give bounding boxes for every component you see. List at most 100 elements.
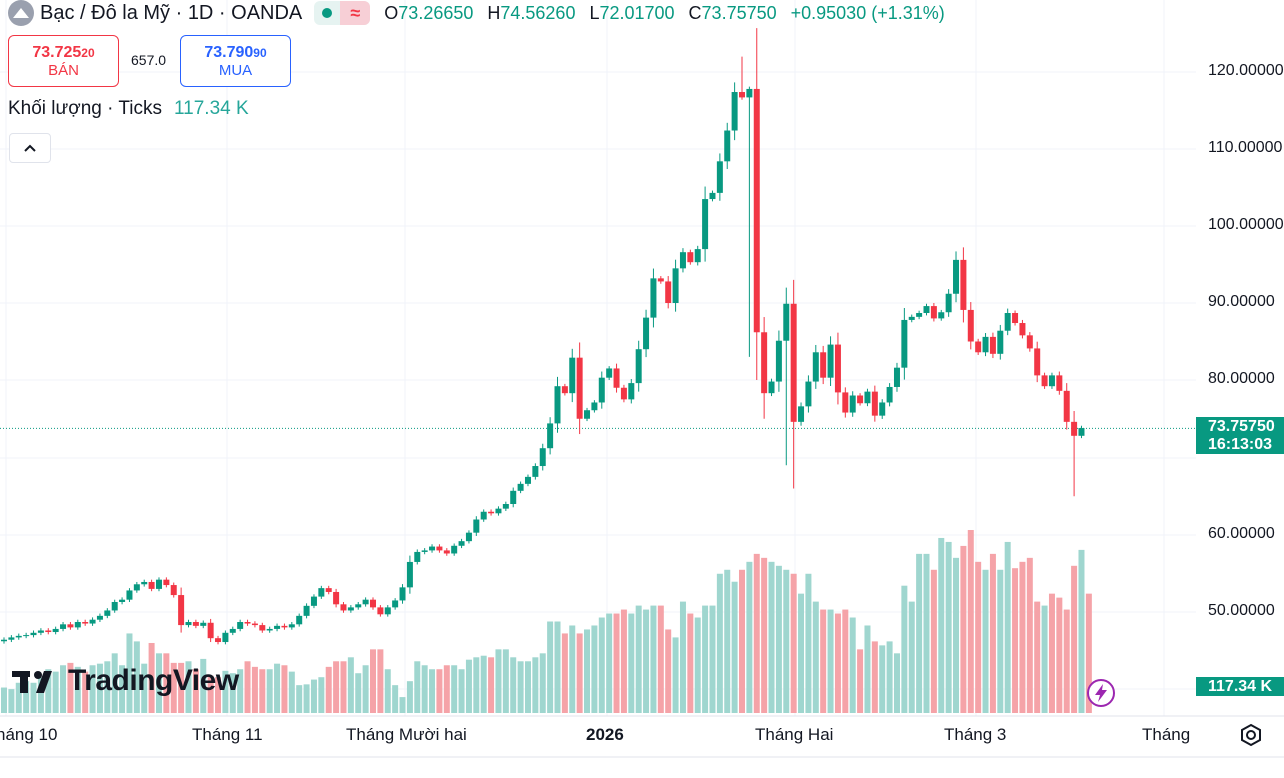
volume-bar [347,657,354,713]
volume-bar [524,661,531,713]
volume-bar [82,671,89,713]
candle-body [635,349,642,384]
volume-bar [155,653,162,713]
candle-body [960,259,967,310]
gear-icon[interactable] [1238,722,1264,748]
time-tick-label: Tháng Hai [755,725,834,744]
candle-body [643,317,650,350]
candle-body [672,268,679,303]
candle-body [178,595,185,626]
candle-body [746,88,753,98]
volume-bar [665,629,672,713]
sell-button[interactable]: 73.72520 BÁN [8,35,119,87]
candle-body [355,604,362,608]
candle-body [362,599,369,605]
candle-body [200,622,207,626]
candle-body [215,638,222,643]
volume-bar [340,661,347,713]
candle-body [768,381,775,394]
volume-bar [229,673,236,713]
volume-bar [8,689,15,713]
candle-body [606,368,613,378]
volume-bar [739,569,745,713]
volume-bar [215,677,222,713]
volume-bar [761,557,768,713]
volume-bar [842,609,849,713]
market-open-dot-icon [322,8,333,18]
volume-bar [694,617,701,713]
price-tick-label: 100.00000 [1208,216,1284,233]
candle-body [923,306,930,314]
volume-bar [310,679,317,713]
candle-body [953,259,960,294]
time-tick-label: 2026 [586,725,624,744]
volume-bar [532,657,539,713]
volume-legend[interactable]: Khối lượng · Ticks 117.34 K [8,98,249,120]
candle-body [288,624,295,628]
volume-bar [539,653,546,713]
volume-bar [1078,549,1085,713]
volume-bar [178,662,185,713]
candle-body [554,386,561,424]
time-tick-label: Tháng 3 [944,725,1007,744]
volume-bar [893,653,900,713]
volume-bar [333,661,340,713]
volume-bar [643,609,650,713]
volume-bar [598,617,605,713]
data-feed-icon: ≈ [340,1,371,25]
price-tick-label: 60.00000 [1208,525,1275,542]
volume-bar [384,669,391,713]
candle-body [827,344,834,378]
volume-bar [967,530,974,713]
volume-bar [473,657,480,713]
candle-body [569,357,576,394]
market-status[interactable]: ≈ [314,1,371,25]
candle-body [945,293,952,313]
collapse-legend-button[interactable] [9,133,51,163]
chevron-up-icon [24,144,36,152]
candle-body [628,383,635,400]
candle-body [488,511,495,514]
candle-body [303,605,310,616]
candle-body [45,630,52,633]
candle-body [155,579,162,589]
buy-button[interactable]: 73.79090 MUA [180,35,291,87]
symbol-title[interactable]: Bạc / Đô la Mỹ · 1D · OANDA [40,1,303,24]
candle-body [967,309,974,342]
lightning-icon[interactable] [1086,678,1116,708]
volume-bar [775,565,782,713]
volume-bar [185,661,192,713]
volume-bar [1034,601,1041,713]
candle-body [561,386,568,394]
candle-body [318,588,325,597]
candle-body [517,483,524,491]
volume-bar [901,585,908,713]
volume-bar [45,669,52,713]
candle-body [753,88,760,333]
volume-bar [1063,609,1070,713]
volume-bar [989,553,996,713]
candle-body [1012,313,1019,324]
volume-bar [96,663,103,713]
candle-body [849,395,856,413]
volume-legend-value: 117.34 K [174,98,249,119]
volume-bar [916,553,923,713]
candle-body [901,319,908,368]
volume-bar [296,685,303,713]
candle-body [731,92,738,131]
candle-body [192,622,199,626]
candle-body [473,519,480,533]
volume-bar [716,573,723,713]
candle-body [716,161,723,193]
candle-body [111,601,118,611]
candle-body [834,344,841,393]
candle-body [1,639,7,642]
volume-bar [266,669,273,713]
candle-body [687,252,694,263]
volume-bar [679,601,686,713]
volume-bar [23,681,30,713]
volume-bar [820,609,827,713]
candle-body [296,615,303,625]
tradingview-logo[interactable]: TradingView [12,664,239,698]
